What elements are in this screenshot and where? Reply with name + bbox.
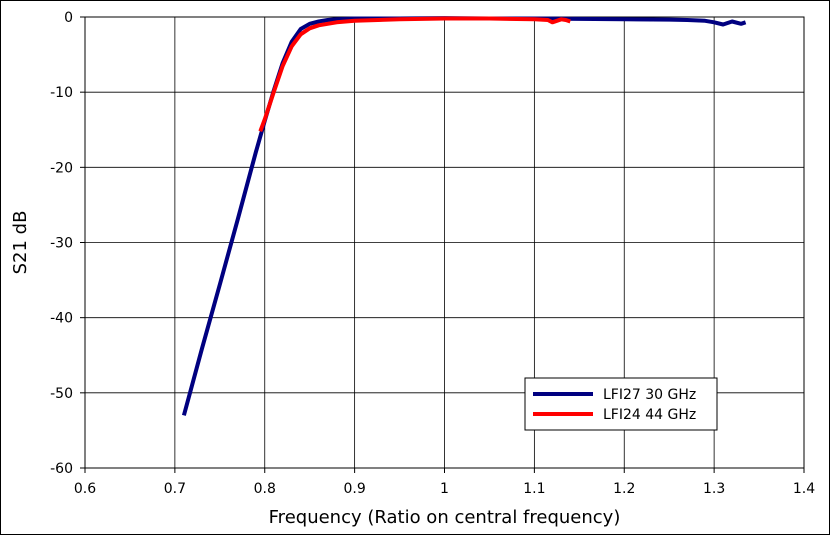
x-tick-label: 1.1 bbox=[523, 481, 545, 497]
y-tick-label: -40 bbox=[50, 311, 73, 327]
x-tick-labels: 0.6 0.7 0.8 0.9 1 1.1 1.2 1.3 1.4 bbox=[74, 481, 815, 497]
x-tick-label: 1.3 bbox=[703, 481, 725, 497]
y-tick-label: -60 bbox=[50, 461, 73, 477]
series-group bbox=[181, 16, 747, 416]
x-tick-label: 1.2 bbox=[613, 481, 635, 497]
y-tick-label: -10 bbox=[50, 85, 73, 101]
x-tick-label: 1 bbox=[440, 481, 449, 497]
legend: LFI27 30 GHz LFI24 44 GHz bbox=[524, 377, 718, 431]
x-tick-label: 0.9 bbox=[343, 481, 365, 497]
x-axis-label: Frequency (Ratio on central frequency) bbox=[269, 507, 621, 528]
x-tick-label: 0.6 bbox=[74, 481, 96, 497]
y-tick-label: 0 bbox=[64, 10, 73, 26]
series-line-1 bbox=[258, 16, 571, 132]
series-line-0 bbox=[181, 16, 747, 416]
legend-label-lfi24: LFI24 44 GHz bbox=[603, 407, 696, 423]
y-axis-label: S21 dB bbox=[10, 211, 31, 275]
x-tick-label: 1.4 bbox=[793, 481, 815, 497]
legend-box bbox=[524, 377, 718, 431]
legend-label-lfi27: LFI27 30 GHz bbox=[603, 387, 696, 403]
y-tick-label: -50 bbox=[50, 386, 73, 402]
x-tick-label: 0.7 bbox=[164, 481, 186, 497]
y-tick-label: -30 bbox=[50, 236, 73, 252]
y-tick-label: -20 bbox=[50, 160, 73, 176]
x-tick-label: 0.8 bbox=[254, 481, 276, 497]
y-tick-labels: 0 -10 -20 -30 -40 -50 -60 bbox=[50, 10, 73, 477]
